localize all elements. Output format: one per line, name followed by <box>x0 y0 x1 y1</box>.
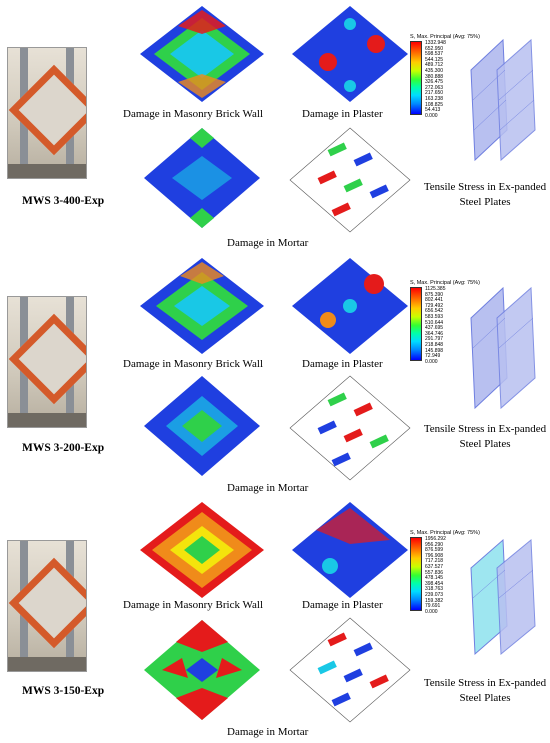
legend-value: 72.949 <box>425 353 441 360</box>
legend-value: 380.888 <box>425 73 444 80</box>
panel-3: MWS 3-150-Exp Damage in Masonry Brick Wa… <box>0 498 550 743</box>
legend-title-1: S, Max. Principal (Avg: 75%) <box>410 34 480 40</box>
caption-plaster-3: Damage in Plaster <box>302 599 383 611</box>
specimen-photo-3 <box>7 540 87 672</box>
legend-title-3: S, Max. Principal (Avg: 75%) <box>410 530 480 536</box>
legend-value: 435.300 <box>425 67 444 74</box>
brick-wall-damage-plot-1 <box>140 6 264 102</box>
specimen-label-3: MWS 3-150-Exp <box>22 685 105 697</box>
stress-legend-2: S, Max. Principal (Avg: 75%) 1125.385 87… <box>410 280 482 365</box>
legend-value: 656.542 <box>425 308 444 315</box>
legend-value: 489.712 <box>425 62 444 69</box>
legend-value: 239.073 <box>425 591 444 598</box>
legend-value: 218.848 <box>425 341 444 348</box>
steel-plate-stress-plot-2 <box>470 286 536 410</box>
legend-value: 652.950 <box>425 45 444 52</box>
caption-plaster-1: Damage in Plaster <box>302 108 383 120</box>
legend-value: 364.746 <box>425 330 444 337</box>
legend-colorbar-1 <box>410 41 422 115</box>
legend-colorbar-2 <box>410 287 422 361</box>
legend-value: 318.763 <box>425 586 444 593</box>
plaster-damage-plot-2 <box>292 258 408 354</box>
legend-title-2: S, Max. Principal (Avg: 75%) <box>410 280 480 286</box>
legend-value: 956.290 <box>425 541 444 548</box>
plaster-damage-plot-3 <box>292 502 408 598</box>
legend-value: 163.238 <box>425 95 444 102</box>
legend-value: 796.908 <box>425 552 444 559</box>
plaster-damage-plot-1 <box>292 6 408 102</box>
legend-value: 583.593 <box>425 313 444 320</box>
brick-wall-damage-plot-2 <box>140 258 264 354</box>
steel-plate-stress-plot-1 <box>470 38 536 162</box>
legend-value: 0.000 <box>425 608 438 615</box>
brick-pattern-plot-3 <box>289 617 411 723</box>
caption-brick-2: Damage in Masonry Brick Wall <box>123 358 264 370</box>
specimen-photo-2 <box>7 296 87 428</box>
caption-mortar-2: Damage in Mortar <box>227 482 309 494</box>
mortar-damage-plot-2 <box>144 376 260 476</box>
legend-value: 54.413 <box>425 107 441 114</box>
mortar-damage-plot-1 <box>144 128 260 228</box>
legend-value: 1956.292 <box>425 536 446 542</box>
legend-value: 544.125 <box>425 56 444 63</box>
specimen-photo-1 <box>7 47 87 179</box>
caption-brick-3: Damage in Masonry Brick Wall <box>123 599 264 611</box>
caption-plaster-2: Damage in Plaster <box>302 358 383 370</box>
mortar-damage-plot-3 <box>144 620 260 720</box>
legend-value: 717.218 <box>425 558 444 565</box>
legend-value: 108.825 <box>425 101 444 108</box>
legend-value: 1125.385 <box>425 286 446 292</box>
legend-value: 0.000 <box>425 358 438 365</box>
legend-value: 326.475 <box>425 79 444 86</box>
brick-wall-damage-plot-3 <box>140 502 264 598</box>
panel-1: MWS 3-400-Exp Damage in Masonry Brick Wa… <box>0 0 550 250</box>
panel-2: MWS 3-200-Exp Damage in Masonry Brick Wa… <box>0 250 550 498</box>
legend-value: 272.063 <box>425 84 444 91</box>
brick-pattern-plot-2 <box>289 375 411 481</box>
specimen-label-1: MWS 3-400-Exp <box>22 195 105 207</box>
caption-brick-1: Damage in Masonry Brick Wall <box>123 108 264 120</box>
legend-value: 217.650 <box>425 90 444 97</box>
legend-value: 557.836 <box>425 569 444 576</box>
legend-value: 1332.948 <box>425 40 446 46</box>
steel-plate-stress-plot-3 <box>470 538 536 656</box>
legend-value: 802.441 <box>425 297 444 304</box>
specimen-label-2: MWS 3-200-Exp <box>22 442 105 454</box>
caption-mortar-3: Damage in Mortar <box>227 726 309 738</box>
legend-value: 598.537 <box>425 51 444 58</box>
legend-value: 478.145 <box>425 575 444 582</box>
legend-value: 291.797 <box>425 336 444 343</box>
legend-value: 637.527 <box>425 563 444 570</box>
legend-value: 875.390 <box>425 291 444 298</box>
caption-steel-2: Tensile Stress in Ex-panded Steel Plates <box>423 423 547 450</box>
legend-value: 145.898 <box>425 347 444 354</box>
stress-legend-3: S, Max. Principal (Avg: 75%) 1956.292 95… <box>410 530 482 615</box>
brick-pattern-plot-1 <box>289 127 411 233</box>
caption-mortar-1: Damage in Mortar <box>227 237 309 249</box>
legend-value: 79.691 <box>425 603 441 610</box>
legend-value: 398.454 <box>425 580 444 587</box>
legend-value: 437.695 <box>425 325 444 332</box>
legend-colorbar-3 <box>410 537 422 611</box>
legend-value: 510.644 <box>425 319 444 326</box>
legend-value: 159.382 <box>425 597 444 604</box>
legend-value: 729.492 <box>425 302 444 309</box>
legend-value: 876.599 <box>425 547 444 554</box>
stress-legend-1: S, Max. Principal (Avg: 75%) 1332.948 65… <box>410 34 482 119</box>
caption-steel-3: Tensile Stress in Ex-panded Steel Plates <box>423 677 547 704</box>
caption-steel-1: Tensile Stress in Ex-panded Steel Plates <box>423 181 547 208</box>
legend-value: 0.000 <box>425 112 438 119</box>
